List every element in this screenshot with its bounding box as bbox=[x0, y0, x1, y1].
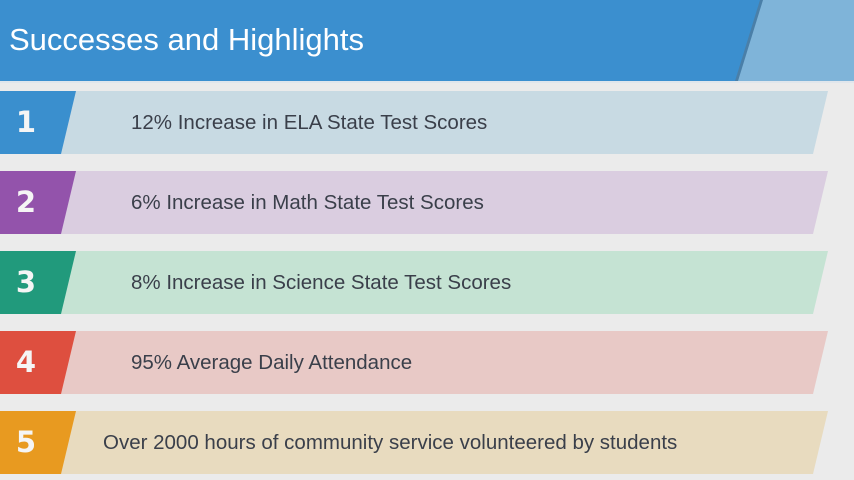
row-band bbox=[0, 171, 828, 234]
row-text: 12% Increase in ELA State Test Scores bbox=[131, 111, 488, 134]
row-band bbox=[0, 251, 828, 314]
row-number: 1 bbox=[15, 105, 37, 139]
row-text: 6% Increase in Math State Test Scores bbox=[131, 191, 484, 214]
row-number: 3 bbox=[15, 265, 37, 299]
row-number: 4 bbox=[15, 345, 37, 379]
highlight-row-5: 5 Over 2000 hours of community service v… bbox=[0, 411, 828, 474]
number-tab bbox=[0, 331, 76, 394]
highlight-row-2: 2 6% Increase in Math State Test Scores bbox=[0, 171, 828, 234]
number-tab bbox=[0, 91, 76, 154]
row-band bbox=[0, 91, 828, 154]
row-number: 2 bbox=[15, 185, 37, 219]
row-text: 95% Average Daily Attendance bbox=[131, 351, 413, 374]
highlight-row-4: 4 95% Average Daily Attendance bbox=[0, 331, 828, 394]
row-band bbox=[0, 331, 828, 394]
number-tab bbox=[0, 171, 76, 234]
row-text: 8% Increase in Science State Test Scores bbox=[131, 271, 512, 294]
header-divider bbox=[0, 81, 854, 83]
highlight-row-1: 1 12% Increase in ELA State Test Scores bbox=[0, 91, 828, 154]
highlight-row-3: 3 8% Increase in Science State Test Scor… bbox=[0, 251, 828, 314]
number-tab bbox=[0, 251, 76, 314]
slide-title: Successes and Highlights bbox=[9, 22, 364, 57]
row-band bbox=[0, 411, 828, 474]
row-text: Over 2000 hours of community service vol… bbox=[103, 431, 678, 454]
row-number: 5 bbox=[15, 425, 37, 459]
header-banner bbox=[0, 0, 760, 81]
number-tab bbox=[0, 411, 76, 474]
